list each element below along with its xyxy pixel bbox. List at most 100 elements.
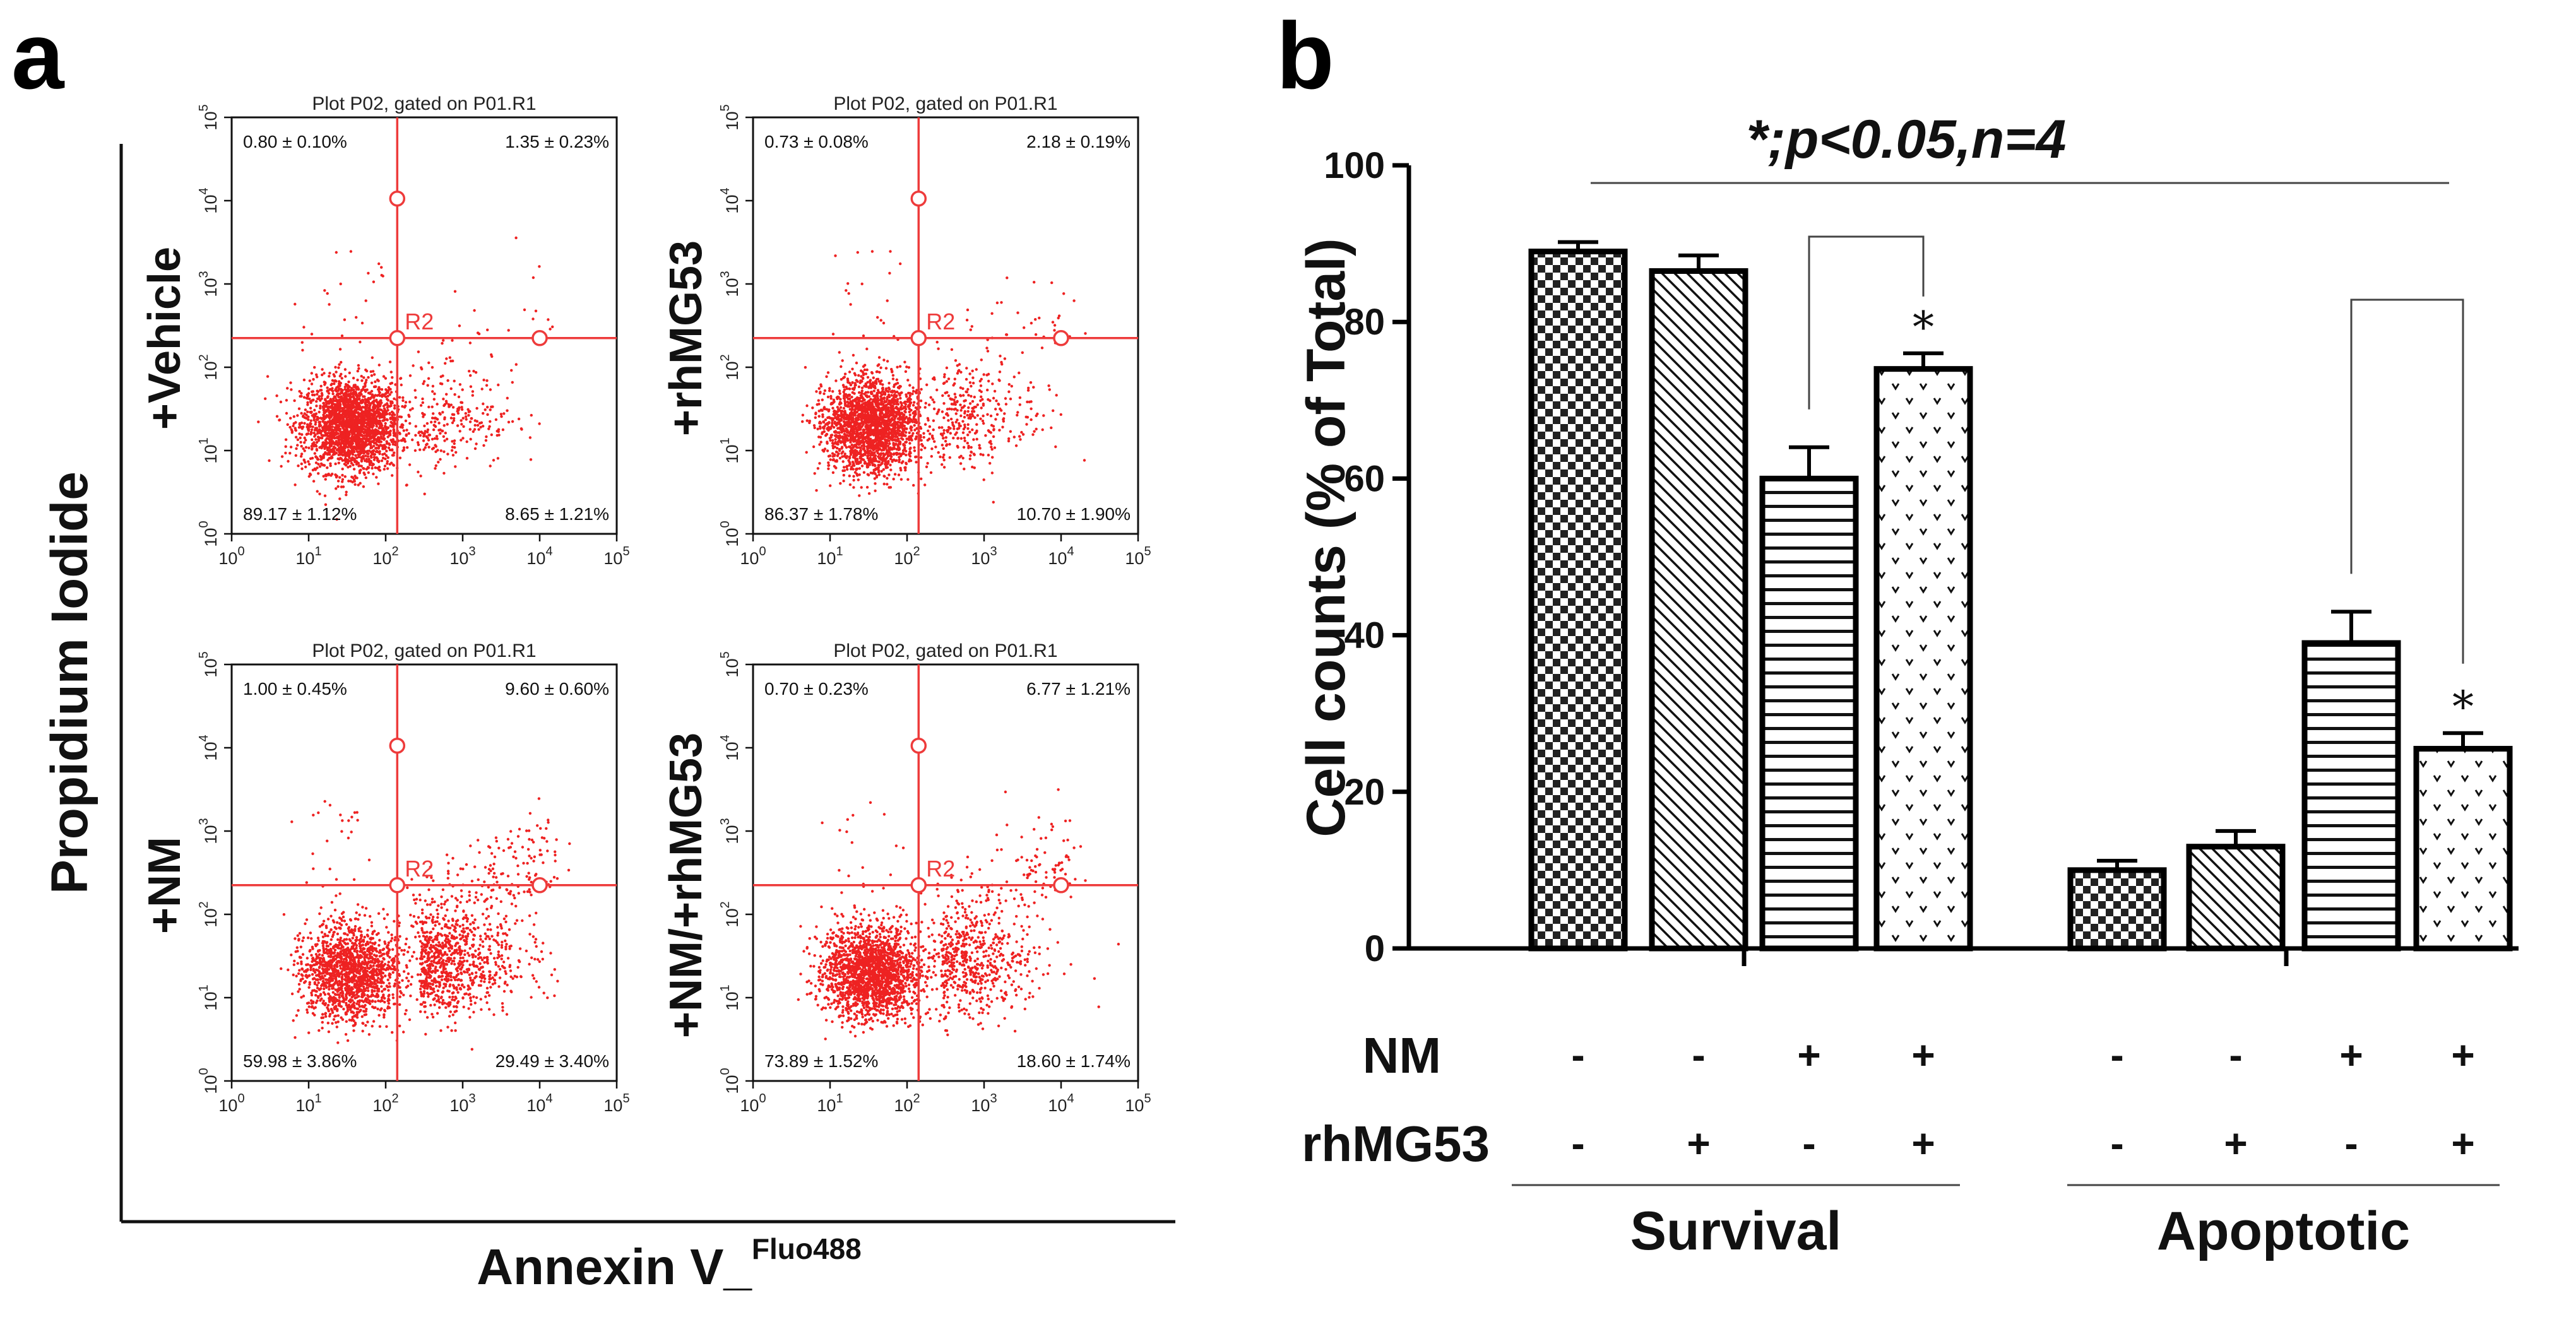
flow-dot [391, 474, 394, 477]
flow-dot [827, 461, 830, 464]
flow-dot [448, 356, 451, 359]
flow-dot [384, 388, 388, 391]
flow-dot [383, 407, 386, 410]
flow-dot [367, 375, 370, 379]
flow-dot [323, 494, 327, 497]
flow-dot [848, 418, 852, 421]
flow-dot [377, 468, 381, 471]
flow-dot [856, 380, 859, 383]
flow-dot [318, 420, 322, 423]
flow-dot [932, 428, 935, 432]
flow-dot [914, 437, 917, 440]
flow-dot [894, 415, 898, 418]
flow-dot [444, 362, 447, 365]
flow-dot [420, 366, 423, 369]
flow-dot [869, 411, 872, 414]
flow-dot [489, 408, 492, 411]
flow-dot [360, 417, 363, 420]
flow-dot [310, 410, 313, 413]
flow-dot [821, 398, 824, 401]
flow-dot [375, 415, 378, 418]
flow-dot [425, 443, 428, 447]
flow-dot [840, 452, 843, 455]
flow-dot [335, 517, 338, 521]
flow-dot [309, 422, 312, 425]
flow-dot [506, 409, 509, 412]
flow-dot [874, 408, 877, 411]
flow-dot [853, 444, 857, 447]
flow-dot [939, 455, 942, 459]
flow-dot [377, 401, 381, 404]
flow-dot [444, 432, 447, 435]
flow-dot [851, 381, 854, 384]
flow-dot [884, 367, 888, 370]
flow-dot [287, 459, 290, 463]
flow-dot [323, 289, 326, 292]
flow-dot [348, 413, 351, 416]
flow-dot [352, 388, 355, 391]
flow-dot [819, 440, 822, 444]
flow-dot [872, 440, 875, 444]
flow-dot [462, 425, 465, 428]
flow-dot [881, 420, 884, 423]
flow-dot [398, 432, 401, 435]
flow-dot [848, 393, 852, 397]
flow-dot [867, 395, 871, 398]
flow-dot [314, 423, 317, 426]
flow-dot [867, 451, 870, 454]
flow-dot [855, 418, 859, 421]
flow-dot [934, 446, 937, 449]
flow-dot [932, 376, 936, 379]
flow-dot [432, 446, 436, 450]
flow-dot [427, 361, 430, 365]
flow-dot [323, 447, 326, 451]
flow-dot [1018, 403, 1022, 406]
flow-dot [411, 407, 414, 410]
flow-dot [399, 377, 402, 381]
flow-dot [380, 459, 384, 463]
flow-dot [891, 370, 894, 373]
flow-dot [891, 377, 895, 381]
flow-dot [345, 394, 348, 398]
flow-dot [869, 379, 872, 382]
flow-dot [434, 417, 437, 420]
flow-dot [417, 350, 420, 353]
flow-dot [357, 483, 360, 487]
flow-dot [362, 376, 365, 379]
flow-dot [306, 396, 309, 399]
flow-dot [352, 447, 355, 451]
flow-dot [448, 405, 451, 408]
flow-dot [905, 437, 908, 440]
flow-dot [317, 439, 320, 442]
flow-dot [372, 406, 375, 410]
flow-dot [300, 433, 304, 436]
flow-dot [870, 428, 874, 432]
flow-dot [862, 447, 865, 450]
flow-dot [324, 452, 328, 455]
flow-dot [388, 393, 391, 396]
flow-dot [414, 396, 417, 399]
flow-dot [336, 480, 340, 483]
flow-dot [912, 415, 916, 418]
flow-dot [323, 427, 326, 430]
flow-dot [853, 454, 857, 457]
flow-dot [890, 411, 893, 415]
flow-dot [338, 363, 341, 366]
flow-dot [417, 470, 420, 474]
flow-dot [345, 417, 348, 420]
flow-dot [1033, 430, 1036, 433]
flow-dot [892, 452, 896, 456]
flow-dot [476, 423, 480, 427]
flow-dot [321, 420, 324, 423]
flow-dot [337, 412, 341, 415]
flow-dot [434, 445, 437, 448]
flow-dot [831, 442, 834, 445]
flow-dot [494, 418, 498, 422]
flow-dot [908, 431, 911, 434]
flow-dot [909, 427, 912, 430]
flow-dot [371, 356, 374, 359]
flow-dot [442, 435, 445, 438]
flow-dot [366, 429, 369, 433]
flow-dot [328, 450, 332, 454]
flow-dot [846, 381, 850, 384]
